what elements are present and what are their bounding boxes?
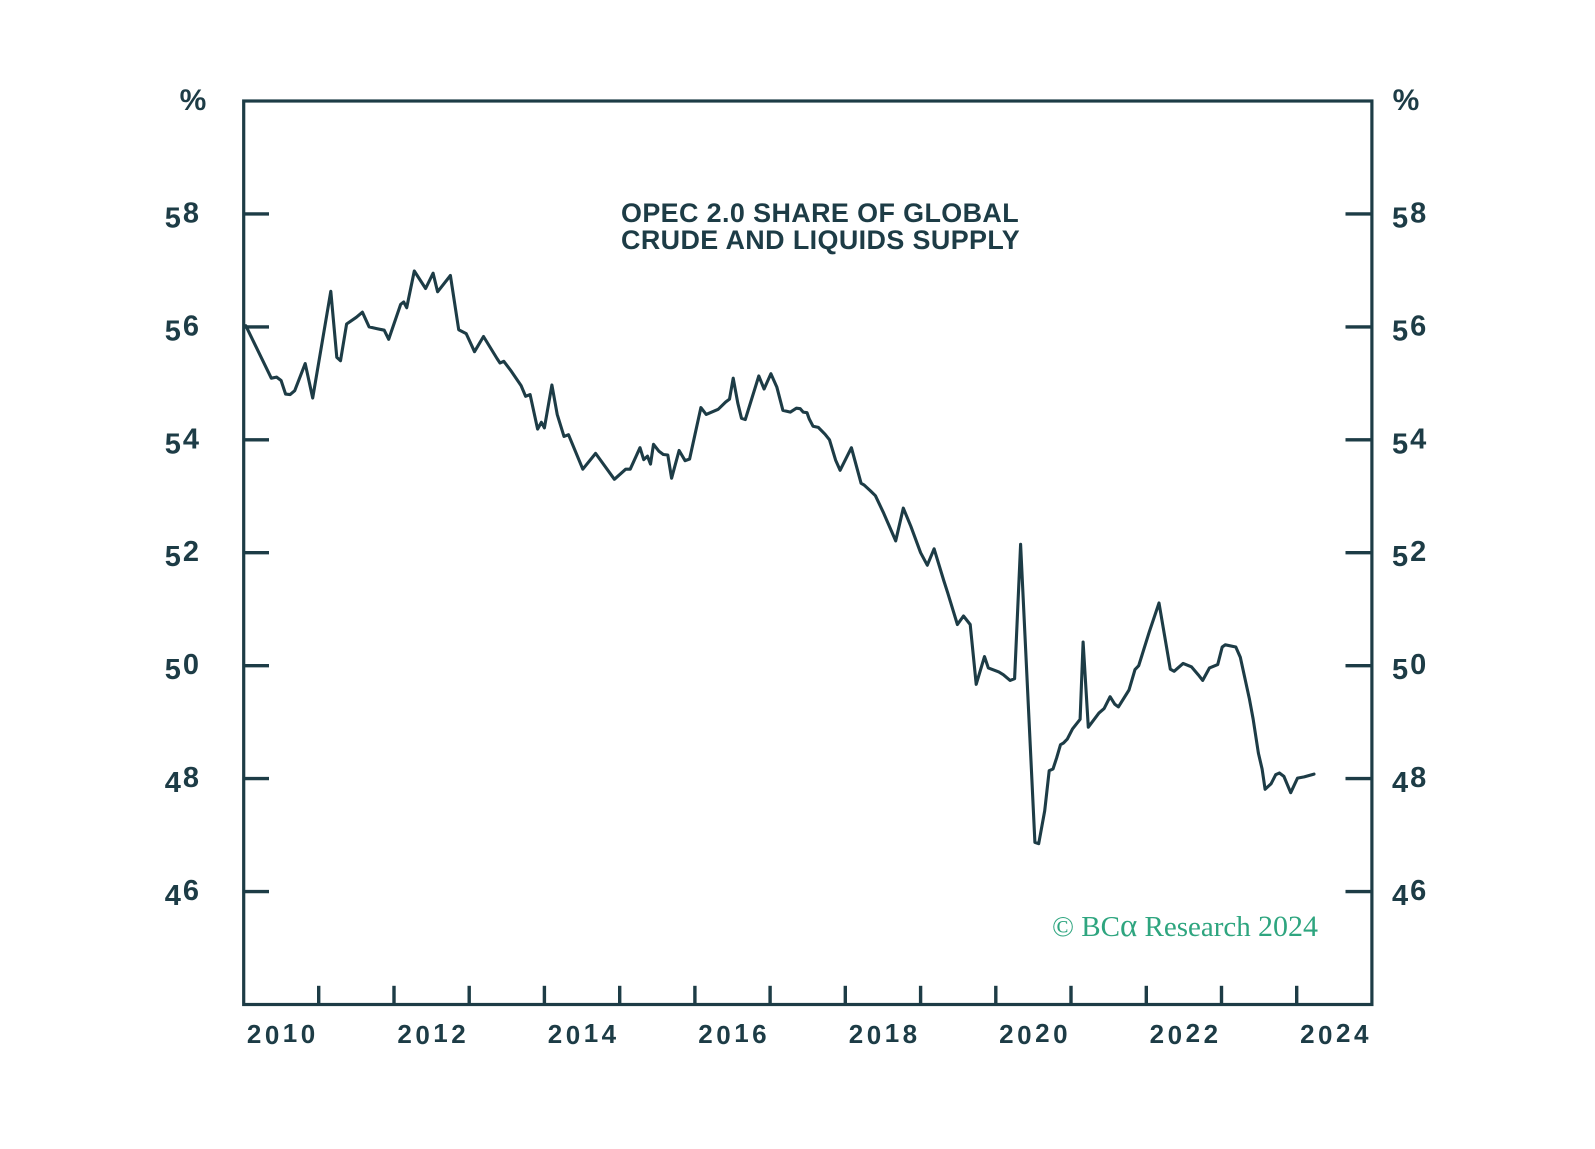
svg-text:2024: 2024 bbox=[1300, 1018, 1372, 1050]
svg-text:52: 52 bbox=[1392, 536, 1428, 573]
svg-text:CRUDE AND LIQUIDS SUPPLY: CRUDE AND LIQUIDS SUPPLY bbox=[621, 225, 1020, 255]
svg-text:52: 52 bbox=[165, 536, 201, 573]
svg-text:54: 54 bbox=[1392, 423, 1428, 460]
svg-text:2014: 2014 bbox=[548, 1018, 620, 1050]
svg-text:© BCα Research 2024: © BCα Research 2024 bbox=[1052, 908, 1318, 944]
svg-text:48: 48 bbox=[165, 762, 201, 799]
svg-text:46: 46 bbox=[165, 875, 201, 912]
svg-text:58: 58 bbox=[1392, 197, 1428, 234]
svg-text:56: 56 bbox=[1392, 310, 1428, 347]
svg-text:2012: 2012 bbox=[397, 1018, 469, 1050]
svg-text:2018: 2018 bbox=[849, 1018, 921, 1050]
svg-text:%: % bbox=[180, 84, 207, 117]
svg-text:46: 46 bbox=[1392, 875, 1428, 912]
svg-text:56: 56 bbox=[165, 310, 201, 347]
svg-text:2022: 2022 bbox=[1150, 1018, 1222, 1050]
svg-text:54: 54 bbox=[165, 423, 201, 460]
svg-text:OPEC 2.0 SHARE OF GLOBAL: OPEC 2.0 SHARE OF GLOBAL bbox=[621, 198, 1019, 228]
svg-text:2020: 2020 bbox=[999, 1018, 1071, 1050]
svg-text:2016: 2016 bbox=[698, 1018, 770, 1050]
svg-text:58: 58 bbox=[165, 197, 201, 234]
svg-text:50: 50 bbox=[1392, 649, 1428, 686]
svg-text:2010: 2010 bbox=[247, 1018, 319, 1050]
svg-text:%: % bbox=[1393, 84, 1420, 117]
svg-text:50: 50 bbox=[165, 649, 201, 686]
svg-text:48: 48 bbox=[1392, 762, 1428, 799]
